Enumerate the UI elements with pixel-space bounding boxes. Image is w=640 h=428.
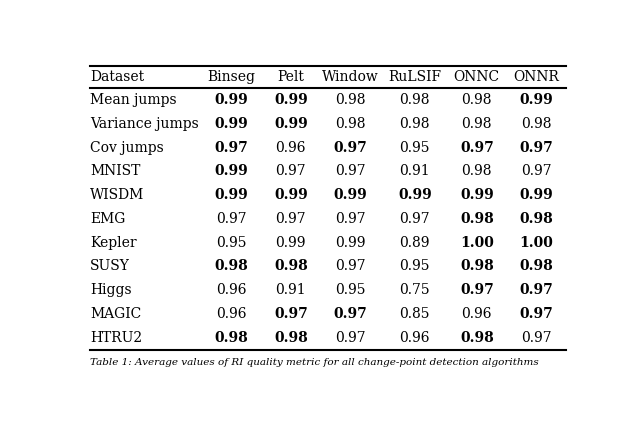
Text: 0.98: 0.98 — [520, 212, 553, 226]
Text: 0.99: 0.99 — [274, 93, 308, 107]
Text: Higgs: Higgs — [90, 283, 132, 297]
Text: 0.97: 0.97 — [520, 307, 553, 321]
Text: 0.97: 0.97 — [275, 212, 306, 226]
Text: 0.97: 0.97 — [460, 283, 493, 297]
Text: Cov jumps: Cov jumps — [90, 141, 164, 155]
Text: RuLSIF: RuLSIF — [388, 70, 442, 84]
Text: 0.98: 0.98 — [521, 117, 552, 131]
Text: 0.96: 0.96 — [276, 141, 306, 155]
Text: 0.99: 0.99 — [520, 188, 553, 202]
Text: 0.98: 0.98 — [461, 164, 492, 178]
Text: 0.99: 0.99 — [214, 93, 248, 107]
Text: 0.97: 0.97 — [333, 141, 367, 155]
Text: 0.97: 0.97 — [333, 307, 367, 321]
Text: 0.91: 0.91 — [399, 164, 430, 178]
Text: 0.97: 0.97 — [460, 141, 493, 155]
Text: 0.99: 0.99 — [214, 117, 248, 131]
Text: ONNR: ONNR — [513, 70, 559, 84]
Text: 0.98: 0.98 — [399, 117, 430, 131]
Text: 0.95: 0.95 — [399, 259, 430, 273]
Text: 0.97: 0.97 — [335, 164, 365, 178]
Text: 0.99: 0.99 — [460, 188, 493, 202]
Text: 0.97: 0.97 — [520, 141, 553, 155]
Text: 0.99: 0.99 — [398, 188, 431, 202]
Text: 0.98: 0.98 — [214, 331, 248, 345]
Text: 0.97: 0.97 — [520, 283, 553, 297]
Text: 0.98: 0.98 — [399, 93, 430, 107]
Text: MAGIC: MAGIC — [90, 307, 141, 321]
Text: 0.97: 0.97 — [216, 212, 246, 226]
Text: 0.98: 0.98 — [460, 212, 493, 226]
Text: 0.85: 0.85 — [399, 307, 430, 321]
Text: 0.75: 0.75 — [399, 283, 430, 297]
Text: 0.97: 0.97 — [399, 212, 430, 226]
Text: 0.99: 0.99 — [333, 188, 367, 202]
Text: 0.97: 0.97 — [521, 331, 552, 345]
Text: 0.98: 0.98 — [274, 259, 308, 273]
Text: 1.00: 1.00 — [520, 236, 553, 250]
Text: 0.98: 0.98 — [335, 93, 365, 107]
Text: 0.99: 0.99 — [274, 188, 308, 202]
Text: HTRU2: HTRU2 — [90, 331, 142, 345]
Text: 0.97: 0.97 — [335, 259, 365, 273]
Text: Variance jumps: Variance jumps — [90, 117, 198, 131]
Text: EMG: EMG — [90, 212, 125, 226]
Text: 0.97: 0.97 — [335, 212, 365, 226]
Text: Mean jumps: Mean jumps — [90, 93, 177, 107]
Text: 0.97: 0.97 — [521, 164, 552, 178]
Text: 0.98: 0.98 — [461, 117, 492, 131]
Text: 0.97: 0.97 — [274, 307, 308, 321]
Text: 0.95: 0.95 — [399, 141, 430, 155]
Text: 0.99: 0.99 — [276, 236, 306, 250]
Text: 0.99: 0.99 — [214, 164, 248, 178]
Text: 0.96: 0.96 — [461, 307, 492, 321]
Text: WISDM: WISDM — [90, 188, 144, 202]
Text: 0.99: 0.99 — [214, 188, 248, 202]
Text: 0.95: 0.95 — [216, 236, 246, 250]
Text: 0.96: 0.96 — [216, 283, 246, 297]
Text: Window: Window — [322, 70, 379, 84]
Text: 0.95: 0.95 — [335, 283, 365, 297]
Text: 0.98: 0.98 — [335, 117, 365, 131]
Text: SUSY: SUSY — [90, 259, 130, 273]
Text: 0.97: 0.97 — [275, 164, 306, 178]
Text: 0.98: 0.98 — [461, 93, 492, 107]
Text: MNIST: MNIST — [90, 164, 140, 178]
Text: 0.99: 0.99 — [274, 117, 308, 131]
Text: Binseg: Binseg — [207, 70, 255, 84]
Text: Kepler: Kepler — [90, 236, 136, 250]
Text: 1.00: 1.00 — [460, 236, 493, 250]
Text: 0.91: 0.91 — [275, 283, 306, 297]
Text: 0.99: 0.99 — [520, 93, 553, 107]
Text: 0.98: 0.98 — [460, 259, 493, 273]
Text: 0.98: 0.98 — [274, 331, 308, 345]
Text: 0.98: 0.98 — [460, 331, 493, 345]
Text: 0.97: 0.97 — [214, 141, 248, 155]
Text: 0.98: 0.98 — [214, 259, 248, 273]
Text: Pelt: Pelt — [277, 70, 304, 84]
Text: ONNC: ONNC — [454, 70, 500, 84]
Text: 0.98: 0.98 — [520, 259, 553, 273]
Text: 0.97: 0.97 — [335, 331, 365, 345]
Text: 0.96: 0.96 — [216, 307, 246, 321]
Text: 0.96: 0.96 — [399, 331, 430, 345]
Text: 0.99: 0.99 — [335, 236, 365, 250]
Text: Dataset: Dataset — [90, 70, 144, 84]
Text: Table 1: Average values of RI quality metric for all change-point detection algo: Table 1: Average values of RI quality me… — [90, 358, 539, 367]
Text: 0.89: 0.89 — [399, 236, 430, 250]
